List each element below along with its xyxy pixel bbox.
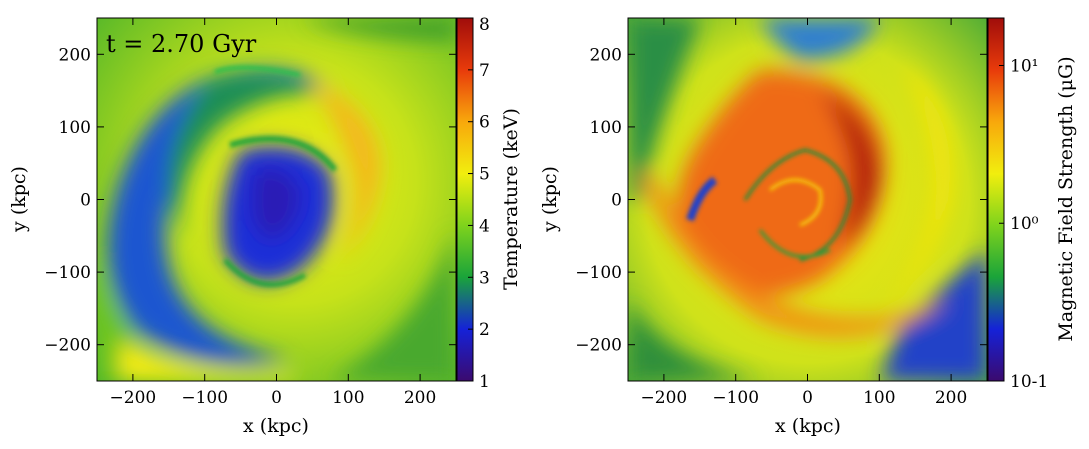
temperature-y-tick-label: −100 <box>44 263 91 283</box>
temperature-colorbar-label: Temperature (keV) <box>500 108 522 290</box>
magnetic-field-x-axis-label: x (kpc) <box>775 415 841 437</box>
magnetic-field-colorbar-label: Magnetic Field Strength (μG) <box>1055 56 1077 341</box>
temperature-x-tick-label: −100 <box>181 388 228 408</box>
magnetic-field-y-tick-label: 0 <box>611 191 622 211</box>
temperature-x-axis-label: x (kpc) <box>243 415 309 437</box>
magnetic-field-colorbar-tick-label: 10¹ <box>1010 56 1038 76</box>
temperature-panel: t = 2.70 Gyr −200 −100 0 100 200 −200 −100 0 100… <box>8 15 522 437</box>
magnetic-field-colorbar <box>987 17 1005 382</box>
temperature-y-tick-label: 100 <box>59 118 91 138</box>
temperature-y-tick-label: 0 <box>80 191 91 211</box>
temperature-colorbar-tick-label: 6 <box>479 113 490 133</box>
magnetic-field-x-tick-label: −100 <box>712 388 759 408</box>
magnetic-field-colorbar-tick-label: 10-1 <box>1010 372 1048 392</box>
temperature-colorbar-tick-label: 7 <box>479 61 490 81</box>
magnetic-field-y-tick-label: −100 <box>575 263 622 283</box>
temperature-colorbar-tick-label: 3 <box>479 268 490 288</box>
magnetic-field-y-axis-label: y (kpc) <box>539 166 561 233</box>
magnetic-field-x-tick-label: 100 <box>863 388 895 408</box>
temperature-y-axis-label: y (kpc) <box>8 166 30 233</box>
magnetic-field-y-tick-label: 200 <box>590 45 622 65</box>
temperature-colorbar-tick-label: 5 <box>479 165 490 185</box>
temperature-y-tick-label: 200 <box>59 45 91 65</box>
magnetic-field-map <box>628 18 987 381</box>
temperature-x-tick-label: −200 <box>110 388 157 408</box>
temperature-colorbar-ticks: 1 2 3 4 5 6 7 8 <box>468 15 490 392</box>
magnetic-field-y-tick-label: −200 <box>575 336 622 356</box>
temperature-x-tick-label: 0 <box>271 388 282 408</box>
temperature-colorbar <box>456 17 474 382</box>
magnetic-field-x-tick-label: 200 <box>935 388 967 408</box>
time-annotation: t = 2.70 Gyr <box>106 30 257 58</box>
temperature-colorbar-tick-label: 8 <box>479 15 490 35</box>
temperature-colorbar-tick-label: 1 <box>479 372 490 392</box>
temperature-colorbar-tick-label: 4 <box>479 216 490 236</box>
temperature-y-tick-label: −200 <box>44 336 91 356</box>
temperature-x-tick-label: 200 <box>404 388 436 408</box>
magnetic-field-colorbar-tick-label: 10⁰ <box>1010 214 1039 234</box>
magnetic-field-y-tick-label: 100 <box>590 118 622 138</box>
magnetic-field-x-tick-label: −200 <box>641 388 688 408</box>
magnetic-field-panel: −200 −100 0 100 200 −200 −100 0 100 200 x (kpc) y… <box>539 17 1077 437</box>
magnetic-field-x-tick-label: 0 <box>802 388 813 408</box>
temperature-map <box>97 18 456 381</box>
temperature-colorbar-tick-label: 2 <box>479 320 490 340</box>
magnetic-field-axes: −200 −100 0 100 200 −200 −100 0 100 200 <box>575 18 987 408</box>
magnetic-field-colorbar-ticks: 10-1 10⁰ 10¹ <box>999 56 1048 392</box>
temperature-axes: −200 −100 0 100 200 −200 −100 0 100 200 <box>44 18 456 408</box>
temperature-x-tick-label: 100 <box>332 388 364 408</box>
